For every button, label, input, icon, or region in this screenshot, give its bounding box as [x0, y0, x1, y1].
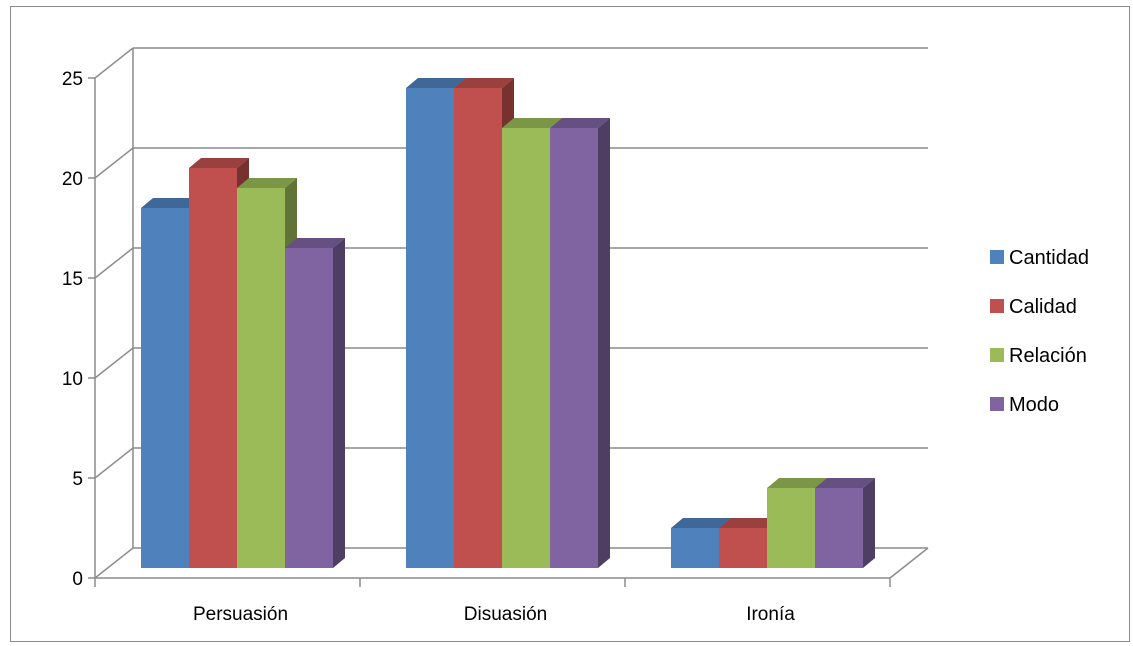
bar-top — [141, 198, 201, 208]
bar-top — [189, 158, 249, 168]
legend-swatch — [990, 250, 1004, 264]
category-label: Ironía — [746, 604, 795, 625]
bar — [767, 488, 815, 568]
bar-top — [285, 238, 345, 248]
side-wall-line — [94, 347, 134, 379]
bar — [719, 528, 767, 568]
y-tick-label: 25 — [62, 69, 83, 90]
y-tick-label: 0 — [72, 569, 83, 590]
bar-top — [767, 478, 827, 488]
side-wall-line — [94, 147, 134, 179]
bar-top — [237, 178, 297, 188]
category-label: Persuasión — [193, 604, 288, 625]
bar-top — [671, 518, 731, 528]
floor-edge — [889, 547, 929, 579]
side-wall-line — [94, 247, 134, 279]
legend-swatch — [990, 397, 1004, 411]
bar-top — [550, 118, 610, 128]
category-label: Disuasión — [464, 604, 547, 625]
bar — [141, 208, 189, 568]
bar-top — [815, 478, 875, 488]
y-tick-label: 20 — [62, 169, 83, 190]
bar-top — [502, 118, 562, 128]
bar — [285, 248, 333, 568]
side-wall-line — [94, 47, 134, 79]
bar-top — [406, 78, 466, 88]
bar — [454, 88, 502, 568]
legend-label: Calidad — [1009, 296, 1077, 318]
bar — [502, 128, 550, 568]
bar-side — [598, 118, 610, 568]
y-tick-label: 5 — [72, 469, 83, 490]
y-tick-label: 15 — [62, 269, 83, 290]
y-tick-label: 10 — [62, 369, 83, 390]
legend-label: Relación — [1009, 345, 1087, 367]
bar — [671, 528, 719, 568]
side-wall-line — [94, 447, 134, 479]
bar — [237, 188, 285, 568]
bar — [189, 168, 237, 568]
bar-side — [333, 238, 345, 568]
legend-swatch — [990, 348, 1004, 362]
bar — [815, 488, 863, 568]
legend-label: Cantidad — [1009, 247, 1089, 269]
bar — [550, 128, 598, 568]
bar — [406, 88, 454, 568]
legend-label: Modo — [1009, 394, 1059, 416]
side-wall-line — [94, 547, 134, 579]
bar-side — [863, 478, 875, 568]
bar-top — [719, 518, 779, 528]
legend-swatch — [990, 299, 1004, 313]
bar-top — [454, 78, 514, 88]
